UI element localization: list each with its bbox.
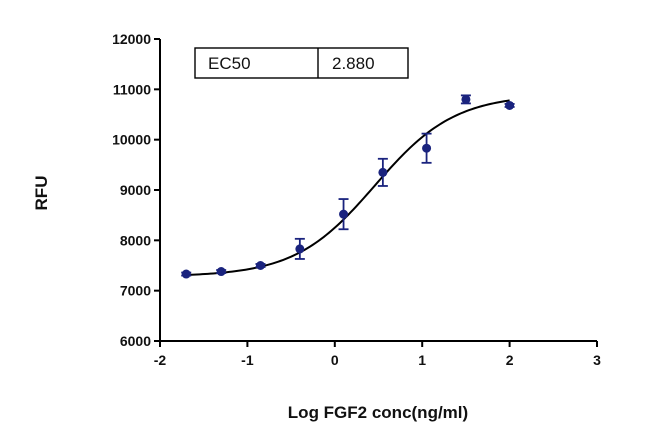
ec50-value: 2.880 [332, 54, 375, 73]
y-tick-label: 10000 [112, 132, 151, 148]
data-point [256, 261, 266, 270]
data-point [181, 269, 191, 279]
data-point [378, 167, 388, 177]
x-tick-label: -2 [154, 352, 167, 368]
fit-curve [186, 99, 510, 276]
ec50-label: EC50 [208, 54, 251, 73]
x-tick-label: 3 [593, 352, 601, 368]
data-point-group [216, 267, 227, 277]
data-point-group [504, 100, 515, 110]
y-tick-label: 12000 [112, 31, 151, 47]
data-point [295, 244, 305, 254]
x-tick-label: 2 [506, 352, 514, 368]
data-point [505, 100, 515, 110]
data-points-layer [181, 94, 515, 279]
data-point [461, 94, 471, 104]
ec50-table: EC50 2.880 [194, 47, 409, 79]
data-point [422, 143, 432, 153]
y-tick-label: 8000 [120, 232, 151, 248]
x-tick-label: 0 [331, 352, 339, 368]
data-point [216, 267, 226, 277]
y-tick-label: 7000 [120, 283, 151, 299]
y-axis-title: RFU [32, 176, 51, 211]
data-point-group [255, 261, 266, 270]
x-axis-title: Log FGF2 conc(ng/ml) [288, 403, 468, 422]
x-tick-label: -1 [241, 352, 254, 368]
data-point-group [181, 269, 192, 279]
fit-curve-layer [186, 99, 510, 276]
data-point-group [460, 94, 471, 105]
y-tick-label: 6000 [120, 333, 151, 349]
data-point-group [338, 198, 349, 231]
axes: 6000 7000 8000 9000 10000 11000 12000 -2 -1 0 1 2 3 [112, 31, 601, 368]
data-point-group [421, 132, 432, 164]
data-point-group [377, 157, 388, 187]
data-point [339, 209, 349, 219]
y-tick-label: 11000 [113, 81, 151, 97]
data-point-group [294, 237, 305, 260]
y-tick-label: 9000 [120, 182, 151, 198]
x-tick-label: 1 [418, 352, 426, 368]
